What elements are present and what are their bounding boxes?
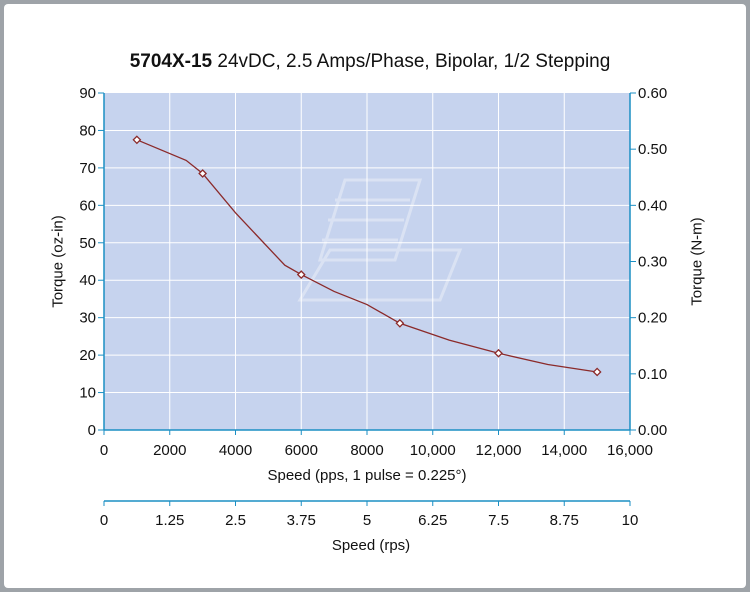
x-axis-label: Speed (pps, 1 pulse = 0.225°): [267, 467, 467, 484]
data-point-marker: [592, 367, 602, 377]
y2-axis-label: Torque (N-m): [688, 217, 706, 306]
x-tick-label: 6000: [285, 442, 318, 459]
axes: [98, 92, 636, 506]
grid-lines: [104, 93, 630, 430]
x-tick-label: 16,000: [607, 442, 653, 459]
watermark-graphic: [297, 178, 463, 302]
y-tick-label: 0: [88, 422, 96, 439]
x2-tick-label: 6.25: [418, 512, 447, 529]
y-tick-label: 70: [79, 160, 96, 177]
y-tick-label: 60: [79, 197, 96, 214]
x-tick-label: 14,000: [541, 442, 587, 459]
data-point-marker: [132, 135, 142, 145]
data-point-marker: [198, 169, 208, 178]
x-tick-label: 0: [100, 442, 108, 459]
y2-tick-label: 0.10: [638, 366, 667, 383]
y2-tick-label: 0.20: [638, 310, 667, 327]
y-tick-label: 30: [79, 310, 96, 327]
y-tick-label: 80: [79, 122, 96, 139]
x-tick-label: 12,000: [476, 442, 522, 459]
y-tick-label: 10: [79, 385, 96, 402]
data-point-marker: [395, 318, 405, 328]
y2-tick-label: 0.50: [638, 141, 667, 158]
x2-tick-label: 1.25: [155, 512, 184, 529]
tick-labels: 0 2000 4000 6000 8000 10,000 12,000 14,000 16,00…: [79, 85, 667, 529]
y2-tick-label: 0.40: [638, 197, 667, 214]
x-tick-label: 8000: [350, 442, 383, 459]
x2-axis-label: Speed (rps): [331, 537, 411, 554]
y-axis-label: Torque (oz-in): [49, 215, 67, 308]
chart-title: 5704X-15 24vDC, 2.5 Amps/Phase, Bipolar,…: [0, 51, 740, 73]
y-tick-label: 90: [79, 85, 96, 102]
x2-tick-label: 2.5: [225, 512, 246, 529]
y-tick-label: 50: [79, 235, 96, 252]
x-tick-label: 2000: [153, 442, 186, 459]
x-tick-label: 10,000: [410, 442, 456, 459]
y2-tick-label: 0.00: [638, 422, 667, 439]
y2-tick-label: 0.60: [638, 85, 667, 102]
x2-tick-label: 0: [100, 512, 108, 529]
chart-title-rest: 24vDC, 2.5 Amps/Phase, Bipolar, 1/2 Step…: [212, 51, 611, 72]
x2-tick-label: 10: [622, 512, 639, 529]
x2-tick-label: 7.5: [488, 512, 509, 529]
x2-tick-label: 5: [363, 512, 371, 529]
y2-tick-label: 0.30: [638, 254, 667, 271]
chart-title-model: 5704X-15: [129, 51, 213, 72]
series-group: [132, 135, 602, 377]
y-tick-label: 20: [79, 347, 96, 364]
x-tick-label: 4000: [219, 442, 252, 459]
y-tick-label: 40: [79, 272, 96, 289]
data-point-marker: [296, 270, 306, 280]
x2-tick-label: 8.75: [550, 512, 579, 529]
data-point-marker: [494, 348, 503, 358]
x2-tick-label: 3.75: [287, 512, 316, 529]
